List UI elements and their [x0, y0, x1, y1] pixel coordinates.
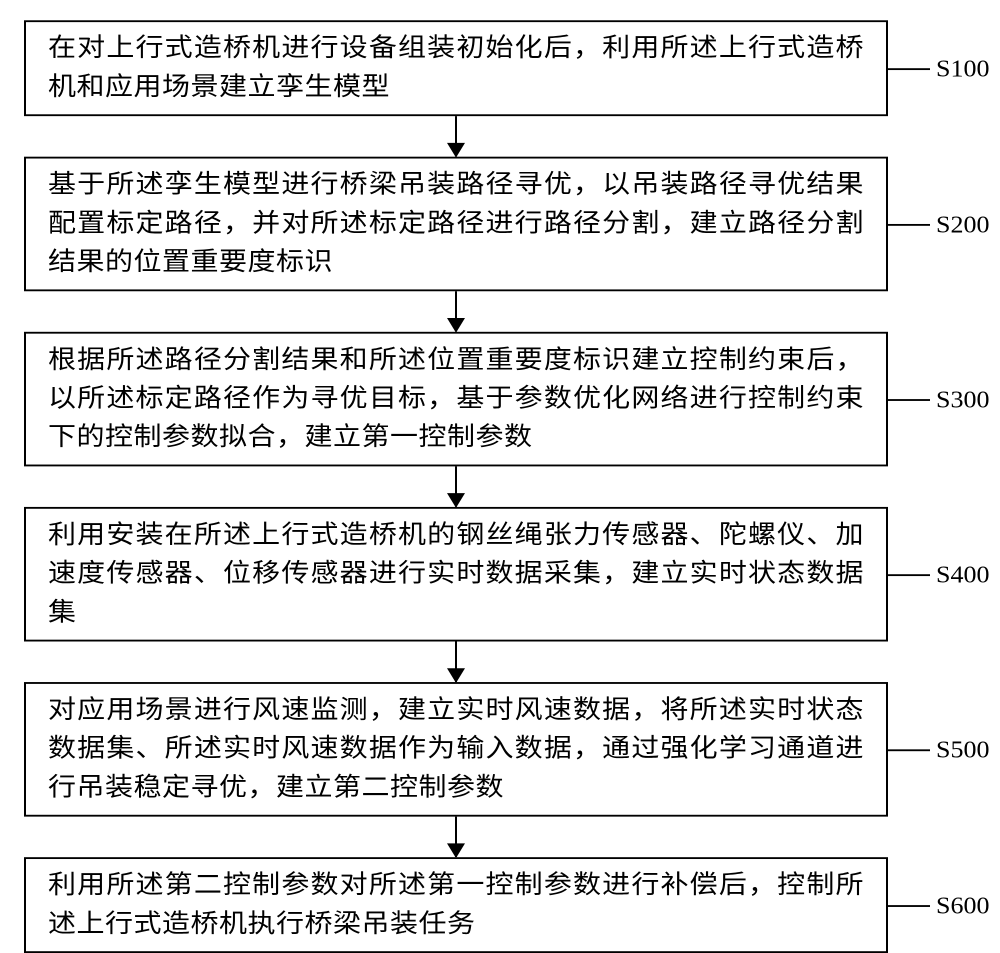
step-box-s200: 基于所述孪生模型进行桥梁吊装路径寻优，以吊装路径寻优结果配置标定路径，并对所述标… — [24, 157, 888, 292]
arrow-s400-s500 — [455, 642, 457, 683]
label-connector-s100 — [888, 68, 930, 70]
step-text-s500: 对应用场景进行风速监测，建立实时风速数据，将所述实时状态数据集、所述实时风速数据… — [48, 691, 864, 807]
step-box-s300: 根据所述路径分割结果和所述位置重要度标识建立控制约束后，以所述标定路径作为寻优目… — [24, 332, 888, 467]
label-connector-s500 — [888, 749, 930, 751]
step-box-s100: 在对上行式造桥机进行设备组装初始化后，利用所述上行式造桥机和应用场景建立孪生模型 — [24, 20, 888, 116]
arrow-s500-s600 — [455, 817, 457, 858]
arrow-s300-s400 — [455, 466, 457, 507]
flowchart-canvas: 在对上行式造桥机进行设备组装初始化后，利用所述上行式造桥机和应用场景建立孪生模型… — [0, 0, 1000, 878]
step-text-s200: 基于所述孪生模型进行桥梁吊装路径寻优，以吊装路径寻优结果配置标定路径，并对所述标… — [48, 166, 864, 282]
label-connector-s300 — [888, 399, 930, 401]
step-label-s500: S500 — [936, 736, 989, 764]
step-box-s500: 对应用场景进行风速监测，建立实时风速数据，将所述实时状态数据集、所述实时风速数据… — [24, 682, 888, 817]
step-box-s400: 利用安装在所述上行式造桥机的钢丝绳张力传感器、陀螺仪、加速度传感器、位移传感器进… — [24, 507, 888, 642]
step-text-s300: 根据所述路径分割结果和所述位置重要度标识建立控制约束后，以所述标定路径作为寻优目… — [48, 341, 864, 457]
arrow-s100-s200 — [455, 116, 457, 157]
step-label-s400: S400 — [936, 561, 989, 589]
step-label-s100: S100 — [936, 55, 989, 83]
step-text-s100: 在对上行式造桥机进行设备组装初始化后，利用所述上行式造桥机和应用场景建立孪生模型 — [48, 29, 864, 106]
step-text-s400: 利用安装在所述上行式造桥机的钢丝绳张力传感器、陀螺仪、加速度传感器、位移传感器进… — [48, 516, 864, 632]
step-label-s200: S200 — [936, 211, 989, 239]
label-connector-s200 — [888, 224, 930, 226]
step-label-s600: S600 — [936, 892, 989, 920]
label-connector-s600 — [888, 905, 930, 907]
step-box-s600: 利用所述第二控制参数对所述第一控制参数进行补偿后，控制所述上行式造桥机执行桥梁吊… — [24, 857, 888, 953]
step-text-s600: 利用所述第二控制参数对所述第一控制参数进行补偿后，控制所述上行式造桥机执行桥梁吊… — [48, 866, 864, 943]
arrow-s200-s300 — [455, 291, 457, 332]
step-label-s300: S300 — [936, 386, 989, 414]
label-connector-s400 — [888, 574, 930, 576]
